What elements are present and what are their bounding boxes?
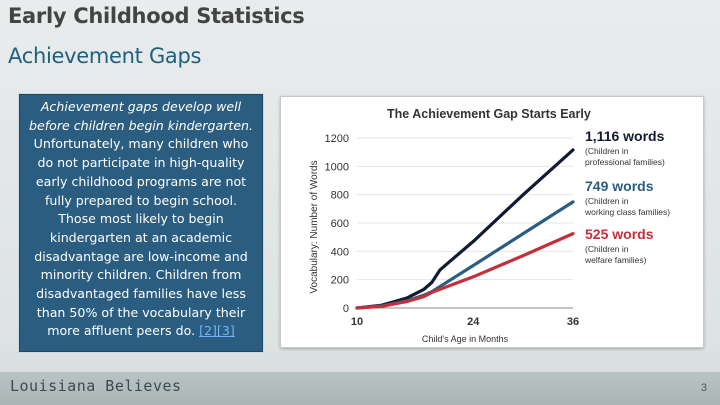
series-line-3 [355, 232, 575, 310]
series-desc-label: (Children in [585, 196, 629, 206]
series-desc-label: (Children in [585, 244, 629, 254]
achievement-gap-chart: The Achievement Gap Starts Early 0 200 400… [309, 107, 670, 344]
x-axis-ticks: 10 24 36 [351, 316, 579, 328]
slide-subtitle: Achievement Gaps [8, 44, 202, 68]
page-number: 3 [700, 382, 707, 394]
x-axis-label: Child's Age in Months [422, 334, 509, 344]
slide-title: Early Childhood Statistics [8, 4, 305, 28]
series-line-2 [355, 200, 575, 310]
series-desc-label: welfare families) [584, 255, 647, 265]
series-desc-label: professional families) [585, 157, 665, 167]
louisiana-believes-logo: Louisiana Believes [10, 377, 182, 395]
chart-panel: The Achievement Gap Starts Early 0 200 400… [280, 96, 704, 348]
series-value-label: 1,116 words [585, 128, 665, 144]
y-tick-label: 0 [343, 303, 349, 315]
y-tick-label: 600 [331, 218, 349, 230]
reference-links[interactable]: [2][3] [199, 323, 235, 339]
x-tick-label: 36 [567, 316, 579, 328]
y-tick-label: 1000 [325, 161, 349, 173]
x-tick-label: 24 [467, 316, 480, 328]
series-value-label: 749 words [585, 178, 654, 194]
chart-gridlines [357, 137, 573, 309]
statistics-text-box: Achievement gaps develop well before chi… [18, 93, 264, 353]
chart-title: The Achievement Gap Starts Early [387, 107, 591, 121]
series-desc-label: (Children in [585, 146, 629, 156]
y-tick-label: 200 [331, 275, 349, 287]
x-tick-label: 10 [351, 316, 363, 328]
footer-bar: Louisiana Believes 3 [0, 372, 720, 405]
y-tick-label: 800 [331, 190, 349, 202]
text-body: Unfortunately, many children who do not … [33, 136, 249, 339]
series-value-label: 525 words [585, 226, 654, 242]
series-desc-label: working class families) [584, 207, 670, 217]
text-lead: Achievement gaps develop well before chi… [28, 99, 254, 133]
y-tick-label: 1200 [325, 133, 349, 145]
y-tick-label: 400 [331, 246, 349, 258]
series-line-1 [355, 148, 575, 310]
series-lines [355, 148, 575, 310]
y-axis-label: Vocabulary: Number of Words [309, 160, 320, 293]
y-axis-ticks: 0 200 400 600 800 1000 1200 [325, 133, 349, 315]
